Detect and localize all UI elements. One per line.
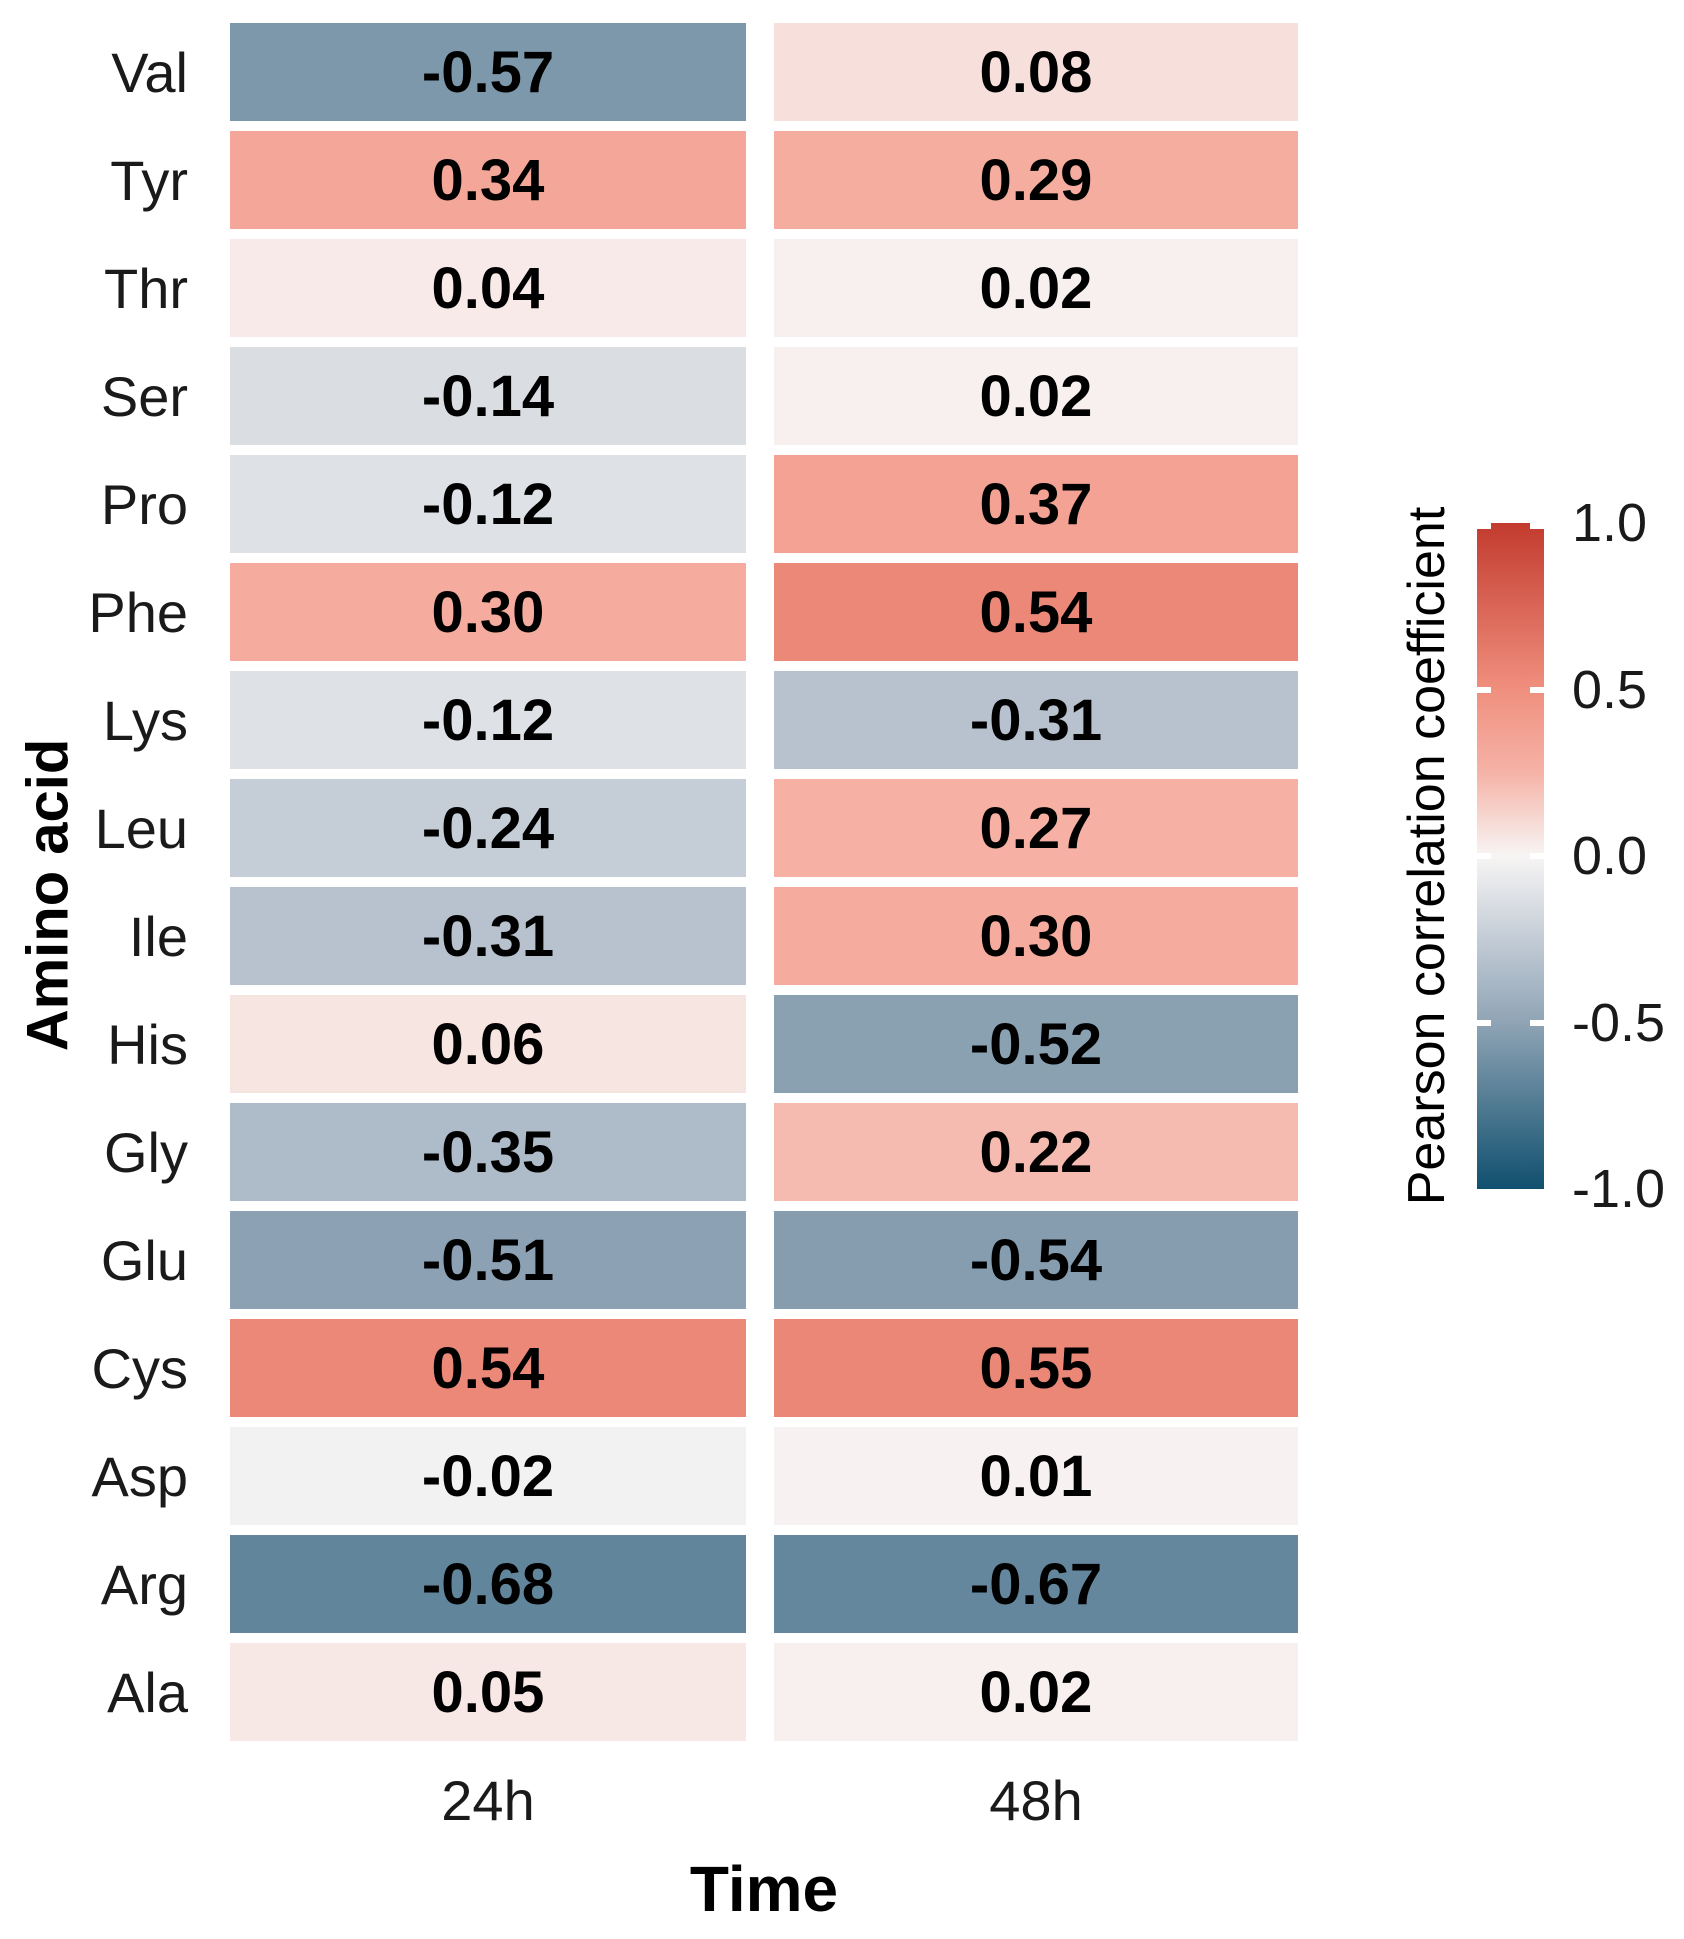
y-tick-label: Ser: [100, 364, 188, 428]
heatmap-cell: -0.02: [230, 1427, 746, 1525]
heatmap-cell: 0.30: [230, 563, 746, 661]
heatmap-cell: 0.02: [774, 239, 1298, 337]
y-tick-label: Ala: [107, 1660, 188, 1724]
heatmap-cell: -0.35: [230, 1103, 746, 1201]
colorbar-tick: [1530, 686, 1544, 693]
heatmap-cell: -0.24: [230, 779, 746, 877]
heatmap-cell: 0.08: [774, 23, 1298, 121]
y-tick-label: Ile: [128, 904, 188, 968]
colorbar-tick-label: 0.5: [1572, 659, 1648, 720]
heatmap-cell: -0.52: [774, 995, 1298, 1093]
heatmap-cell: 0.06: [230, 995, 746, 1093]
heatmap-cell: -0.31: [230, 887, 746, 985]
heatmap-cell: -0.54: [774, 1211, 1298, 1309]
heatmap-cell: 0.02: [774, 1643, 1298, 1741]
y-tick-label: Leu: [94, 796, 188, 860]
x-axis-title: Time: [689, 1853, 839, 1925]
heatmap-cell: 0.27: [774, 779, 1298, 877]
heatmap-cell: -0.51: [230, 1211, 746, 1309]
colorbar-tick: [1530, 853, 1544, 859]
colorbar-tick: [1477, 686, 1491, 693]
heatmap-cell: -0.31: [774, 671, 1298, 769]
heatmap-cell: 0.34: [230, 131, 746, 229]
colorbar-tick-label: 0.0: [1572, 826, 1648, 886]
y-tick-label: Lys: [102, 688, 188, 752]
heatmap-cell: 0.54: [774, 563, 1298, 661]
y-tick-label: Asp: [91, 1444, 189, 1508]
colorbar-tick-label: -1.0: [1572, 1159, 1666, 1219]
colorbar-tick-label: 1.0: [1572, 493, 1648, 553]
colorbar-tick: [1477, 523, 1491, 529]
heatmap-cell: -0.67: [774, 1535, 1298, 1633]
heatmap-cell: 0.54: [230, 1319, 746, 1417]
heatmap-cell: -0.14: [230, 347, 746, 445]
colorbar-tick: [1530, 1019, 1544, 1026]
heatmap-cell: -0.57: [230, 23, 746, 121]
colorbar-tick: [1530, 523, 1544, 529]
heatmap-cell: 0.01: [774, 1427, 1298, 1525]
y-tick-label: His: [107, 1012, 188, 1076]
heatmap-cell: -0.12: [230, 671, 746, 769]
colorbar-tick: [1477, 853, 1491, 859]
colorbar-tick: [1477, 1019, 1491, 1026]
heatmap-cell: -0.12: [230, 455, 746, 553]
heatmap-cell: 0.29: [774, 131, 1298, 229]
y-tick-label: Pro: [100, 472, 188, 536]
heatmap-cell: 0.37: [774, 455, 1298, 553]
y-tick-label: Glu: [100, 1228, 188, 1292]
heatmap-cell: 0.55: [774, 1319, 1298, 1417]
heatmap-cell: 0.05: [230, 1643, 746, 1741]
y-tick-label: Val: [111, 40, 188, 104]
x-tick-label: 48h: [989, 1769, 1083, 1832]
y-tick-label: Tyr: [110, 148, 188, 212]
y-tick-label: Phe: [88, 580, 188, 644]
y-tick-label: Gly: [104, 1120, 188, 1184]
heatmap-cell: 0.30: [774, 887, 1298, 985]
heatmap-cell: -0.68: [230, 1535, 746, 1633]
y-tick-label: Thr: [104, 256, 188, 320]
x-tick-label: 24h: [441, 1769, 535, 1832]
heatmap-cell: 0.22: [774, 1103, 1298, 1201]
y-tick-label: Cys: [91, 1336, 188, 1400]
heatmap-cell: 0.02: [774, 347, 1298, 445]
heatmap-cell: 0.04: [230, 239, 746, 337]
y-tick-label: Arg: [100, 1552, 188, 1616]
colorbar-tick-label: -0.5: [1572, 992, 1666, 1053]
legend-title: Pearson correlation coefficient: [1398, 506, 1456, 1206]
heatmap-grid: Val -0.57 0.08 Tyr 0.34 0.29 Thr 0.04 0.02 Ser -0.…: [0, 23, 1298, 1741]
